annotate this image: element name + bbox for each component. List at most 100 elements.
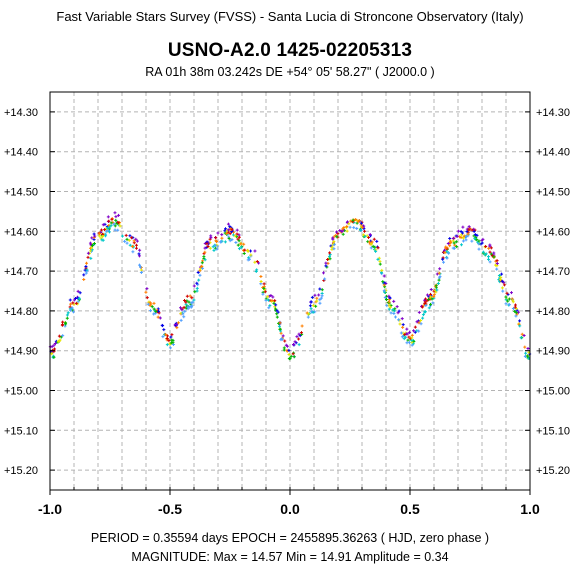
data-point: [368, 233, 372, 237]
data-point: [134, 246, 138, 250]
data-point: [356, 220, 360, 224]
data-point: [419, 319, 423, 323]
data-point: [162, 328, 166, 332]
data-point: [511, 298, 515, 302]
data-point: [189, 305, 193, 309]
data-point: [188, 294, 192, 298]
data-point: [300, 324, 304, 328]
data-point: [452, 246, 456, 250]
data-point: [242, 242, 246, 246]
data-point: [214, 244, 218, 248]
y-tick-label-right: +14.70: [536, 266, 570, 278]
data-point: [139, 270, 143, 274]
data-point: [524, 351, 528, 355]
data-point: [61, 334, 65, 338]
data-point: [455, 234, 459, 238]
data-point: [306, 315, 310, 319]
data-point: [382, 274, 386, 278]
data-point: [276, 310, 280, 314]
data-point: [446, 242, 450, 246]
data-point: [235, 232, 239, 236]
data-point: [421, 305, 425, 309]
data-point: [307, 312, 311, 316]
data-point: [351, 218, 355, 222]
star-coordinates: RA 01h 38m 03.242s DE +54° 05' 58.27" ( …: [145, 65, 435, 79]
data-point: [203, 246, 207, 250]
data-point: [107, 219, 111, 223]
grid-lines: [50, 92, 530, 490]
data-point: [366, 240, 370, 244]
data-point: [363, 234, 367, 238]
data-point: [262, 285, 266, 289]
magnitude-summary-line: MAGNITUDE: Max = 14.57 Min = 14.91 Ampli…: [131, 550, 449, 564]
data-point: [410, 343, 414, 347]
data-point: [237, 247, 241, 251]
data-point: [293, 340, 297, 344]
data-point: [495, 259, 499, 263]
data-point: [291, 352, 295, 356]
data-point: [149, 302, 153, 306]
data-point: [410, 336, 414, 340]
y-tick-label-right: +14.80: [536, 306, 570, 318]
data-point: [492, 251, 496, 255]
data-point: [318, 298, 322, 302]
data-point: [438, 267, 442, 271]
data-point: [144, 290, 148, 294]
data-point: [171, 338, 175, 342]
data-point: [444, 246, 448, 250]
data-point: [148, 309, 152, 313]
data-point: [421, 316, 425, 320]
data-point: [413, 325, 417, 329]
data-point: [317, 293, 321, 297]
data-point: [507, 297, 511, 301]
data-point: [182, 305, 186, 309]
data-point: [362, 233, 366, 237]
data-point: [336, 232, 340, 236]
data-point: [224, 227, 228, 231]
data-point: [152, 301, 156, 305]
data-point: [131, 250, 135, 254]
data-point: [215, 239, 219, 243]
y-tick-label-left: +14.50: [4, 187, 38, 199]
data-point: [518, 319, 522, 323]
data-point: [128, 234, 132, 238]
data-point: [461, 236, 465, 240]
data-point: [152, 312, 156, 316]
data-point: [305, 311, 309, 315]
data-point: [236, 237, 240, 241]
y-tick-label-left: +14.30: [4, 107, 38, 119]
data-point: [195, 286, 199, 290]
data-point: [202, 255, 206, 259]
data-point: [464, 235, 468, 239]
data-point: [179, 318, 183, 322]
data-point: [326, 258, 330, 262]
data-point: [193, 290, 197, 294]
data-point: [161, 324, 165, 328]
data-point: [278, 327, 282, 331]
data-point: [378, 262, 382, 266]
data-point: [432, 293, 436, 297]
data-point: [412, 340, 416, 344]
data-point: [192, 298, 196, 302]
data-point: [277, 324, 281, 328]
data-point: [371, 244, 375, 248]
axis-ticks-and-labels: +14.30 +14.30 +14.40 +14.40 +14.50 +14.50 +14.…: [4, 107, 570, 517]
data-point: [179, 306, 183, 310]
data-point: [488, 260, 492, 264]
data-point: [58, 338, 62, 342]
data-point: [52, 355, 56, 359]
data-point: [181, 312, 185, 316]
data-point: [234, 240, 238, 244]
data-point: [57, 334, 61, 338]
data-point: [431, 301, 435, 305]
data-point: [475, 233, 479, 237]
data-point: [137, 263, 141, 267]
data-point: [112, 222, 116, 226]
data-point: [495, 267, 499, 271]
data-point: [169, 335, 173, 339]
data-point: [513, 305, 517, 309]
data-point: [447, 251, 451, 255]
data-point: [90, 246, 94, 250]
data-point: [156, 315, 160, 319]
data-point: [449, 240, 453, 244]
